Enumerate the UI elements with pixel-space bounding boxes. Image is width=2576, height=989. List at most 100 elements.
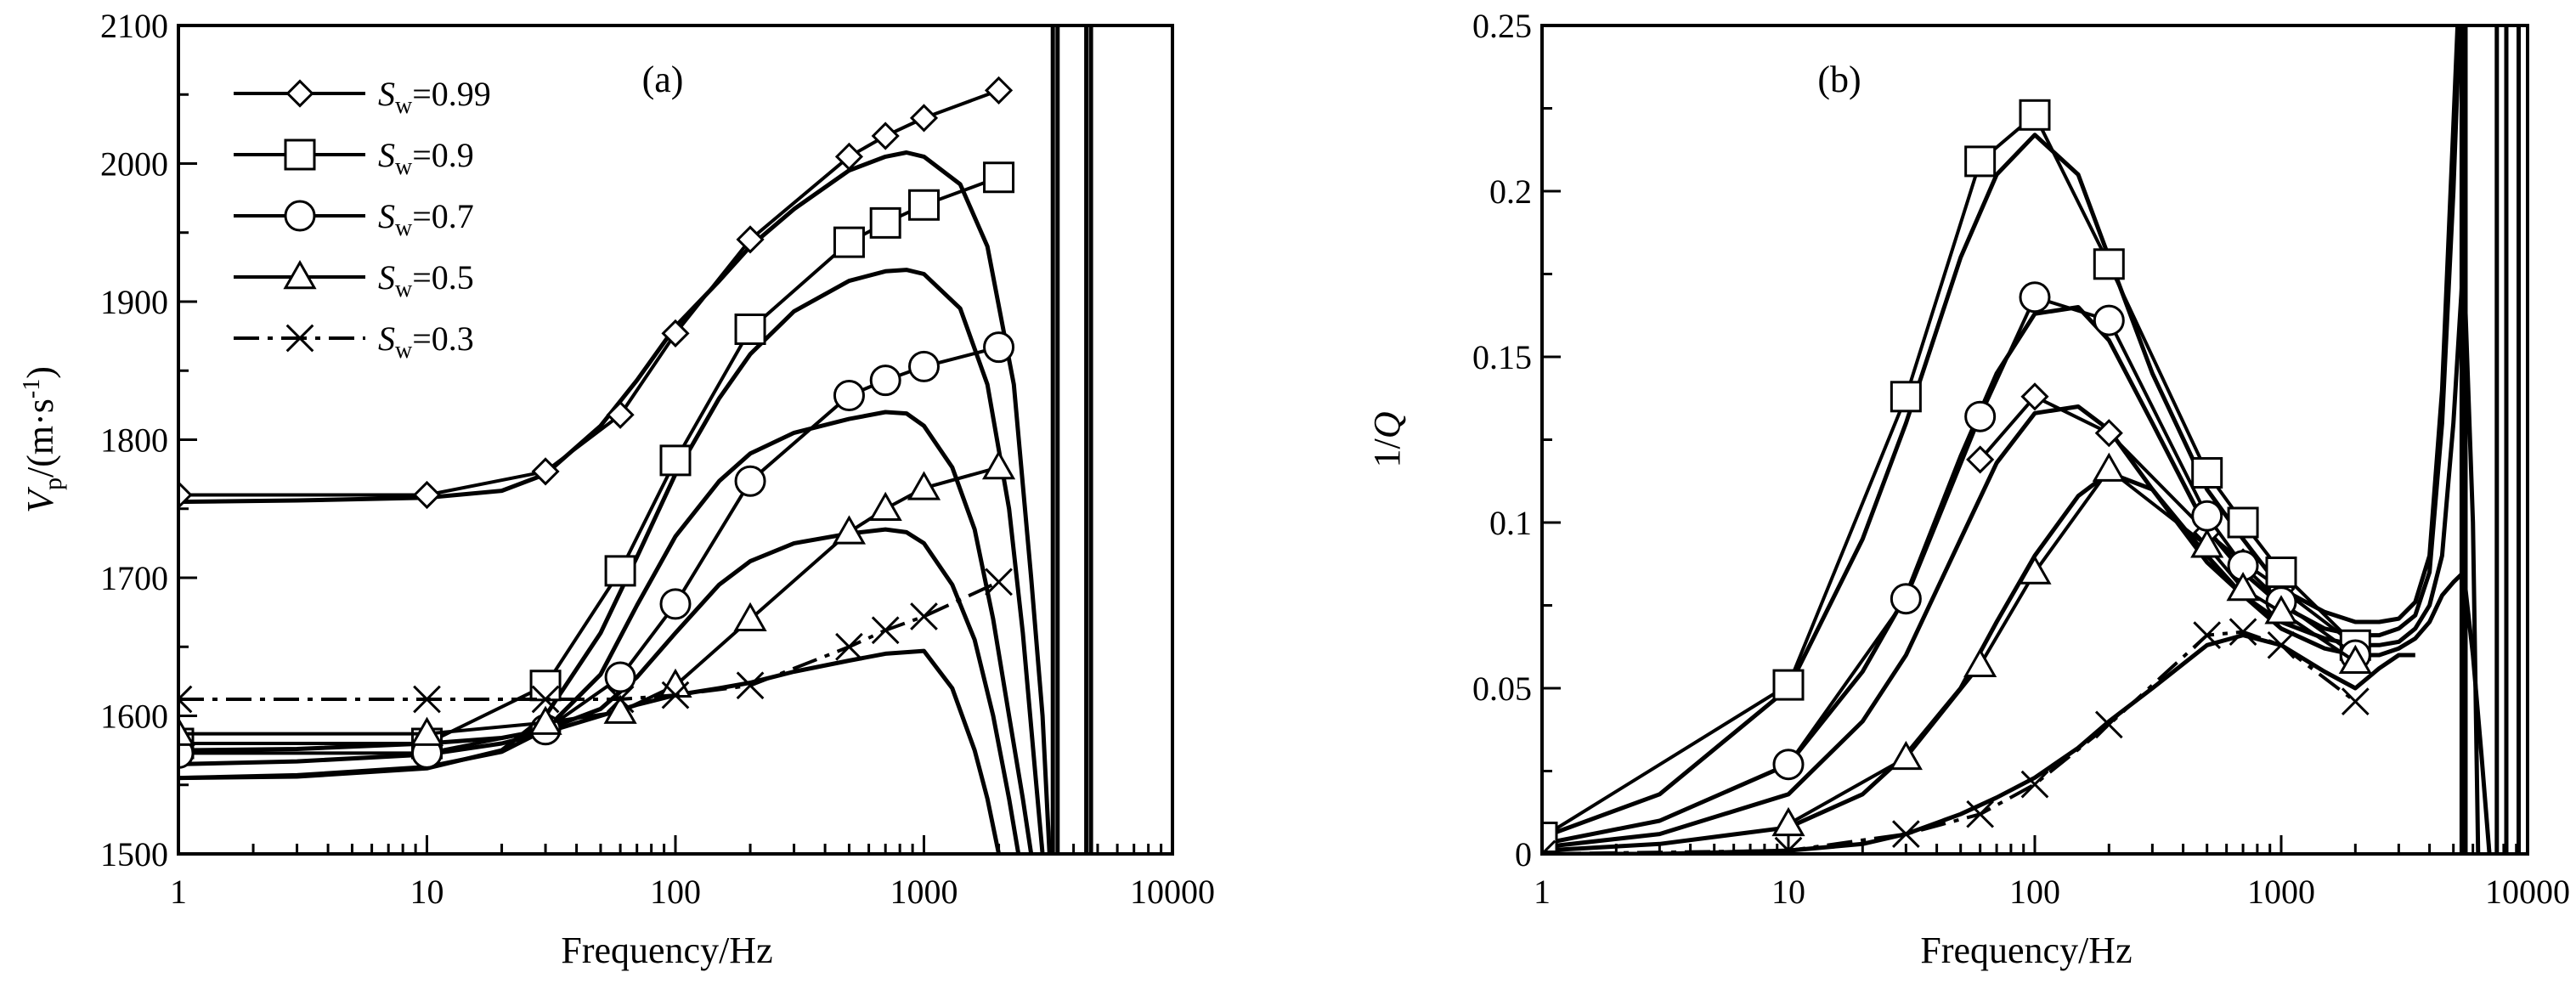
y-tick-label: 0.05 xyxy=(1472,670,1532,708)
series-2-point-9 xyxy=(983,331,1015,364)
y-tick-label: 1900 xyxy=(100,283,168,321)
y-tick-label: 0.1 xyxy=(1489,504,1532,542)
series-0-point-5 xyxy=(736,225,765,254)
series-1-point-7 xyxy=(869,206,901,239)
series-3-point-0 xyxy=(1771,806,1805,837)
x-tick-label: 1000 xyxy=(2247,873,2315,911)
series-1-point-5 xyxy=(2093,248,2125,280)
series-4-point-9 xyxy=(2341,687,2370,715)
series-4-point-9 xyxy=(985,568,1013,596)
panel-label: (a) xyxy=(642,59,684,100)
series-4-point-4 xyxy=(661,681,690,709)
y-tick-label: 1600 xyxy=(100,698,168,736)
series-1-point-4 xyxy=(2019,99,2051,131)
series-3-point-5 xyxy=(733,602,767,631)
series-line-2 xyxy=(1787,295,2357,766)
series-line-4 xyxy=(178,580,1000,701)
series-line-4 xyxy=(1542,630,2357,854)
series-2-point-8 xyxy=(908,350,940,382)
series-4-point-5 xyxy=(2094,710,2123,739)
x-tick-label: 10000 xyxy=(1130,873,1215,911)
legend-label-0: Sw=0.99 xyxy=(378,75,491,119)
y-axis-title: 1/Q xyxy=(1366,411,1408,467)
series-line-3 xyxy=(178,466,1000,736)
series-0-point-1 xyxy=(412,480,442,510)
series-2-point-7 xyxy=(869,365,901,397)
series-2-point-0 xyxy=(1772,749,1805,781)
x-tick-label: 10 xyxy=(410,873,444,911)
x-tick-label: 1000 xyxy=(890,873,958,911)
series-0-point-1 xyxy=(2020,382,2049,411)
series-1-point-9 xyxy=(983,161,1015,194)
series-3-point-3 xyxy=(2018,555,2052,585)
series-1-point-1 xyxy=(1772,669,1805,701)
x-tick-label: 100 xyxy=(2009,873,2060,911)
series-0-point-8 xyxy=(909,104,939,133)
series-3-point-9 xyxy=(981,449,1016,480)
series-4-point-3 xyxy=(606,685,635,714)
series-3-point-1 xyxy=(410,716,444,746)
legend-label-4: Sw=0.3 xyxy=(378,319,474,364)
legend: Sw=0.99 Sw=0.9 Sw=0.7 Sw=0.5 Sw=0.3 xyxy=(234,75,491,364)
series-2-point-3 xyxy=(2019,281,2051,314)
series-3-point-6 xyxy=(2226,571,2260,602)
series-4-point-2 xyxy=(531,685,560,714)
series-0-point-2 xyxy=(531,457,560,486)
series-4-point-0 xyxy=(1542,839,1556,854)
legend-marker-1 xyxy=(284,138,316,171)
x-tick-label: 10000 xyxy=(2485,873,2570,911)
series-4-point-5 xyxy=(736,671,765,700)
series-0-point-2 xyxy=(2094,419,2123,448)
y-tick-label: 2100 xyxy=(100,7,168,45)
series-line-1 xyxy=(178,175,1000,745)
series-2-point-0 xyxy=(178,737,195,769)
series-0-point-4 xyxy=(661,319,690,348)
series-3-point-2 xyxy=(1963,647,1997,677)
model-curve-4 xyxy=(178,648,1002,854)
series-1-point-7 xyxy=(2227,506,2259,539)
x-axis-title: Frequency/Hz xyxy=(1920,930,2132,971)
x-axis: 1 10 100 1000 10000 xyxy=(1534,835,2570,911)
x-tick-label: 1 xyxy=(1534,873,1551,911)
legend-marker-3 xyxy=(283,259,317,290)
series-2-point-1 xyxy=(1890,583,1922,615)
y-axis-title: Vp/(m·s-1) xyxy=(19,366,67,513)
series-3-point-7 xyxy=(2264,595,2298,624)
legend-marker-2 xyxy=(284,200,316,232)
y-tick-label: 0.2 xyxy=(1489,172,1532,211)
series-2-point-4 xyxy=(2093,304,2125,336)
plot-frame xyxy=(177,24,1174,856)
series-1-point-4 xyxy=(659,444,692,477)
series-4-point-7 xyxy=(2229,618,2257,647)
series-1-point-3 xyxy=(1964,145,1997,178)
series-3-point-4 xyxy=(2092,452,2126,482)
series-line-1 xyxy=(1542,112,2357,839)
series-4-point-3 xyxy=(1966,800,1995,828)
panel-label: (b) xyxy=(1817,59,1861,100)
plot-area xyxy=(178,25,1093,854)
plot-area xyxy=(1542,25,2521,854)
series-3-point-7 xyxy=(868,491,902,521)
series-line-0 xyxy=(178,88,1000,497)
y-tick-label: 0.15 xyxy=(1472,338,1532,376)
y-tick-label: 2000 xyxy=(100,145,168,184)
x-tick-label: 1 xyxy=(170,873,187,911)
series-3-point-3 xyxy=(603,694,637,724)
model-curve-3 xyxy=(1542,471,2492,854)
legend-marker-0 xyxy=(285,79,314,108)
x-tick-label: 100 xyxy=(650,873,701,911)
y-tick-label: 1800 xyxy=(100,421,168,460)
series-1-point-2 xyxy=(529,670,562,702)
series-0-point-0 xyxy=(1966,445,1995,474)
series-1-point-8 xyxy=(908,189,940,221)
series-4-point-8 xyxy=(910,602,938,630)
y-tick-label: 0 xyxy=(1515,835,1532,873)
series-1-point-8 xyxy=(2265,557,2297,588)
series-0-point-0 xyxy=(178,480,193,510)
series-2-point-3 xyxy=(604,661,636,693)
series-4-point-0 xyxy=(178,685,193,714)
plot-frame xyxy=(1540,24,2529,856)
legend-label-2: Sw=0.7 xyxy=(378,197,474,241)
series-2-point-4 xyxy=(659,588,692,620)
series-3-point-1 xyxy=(1889,740,1923,771)
